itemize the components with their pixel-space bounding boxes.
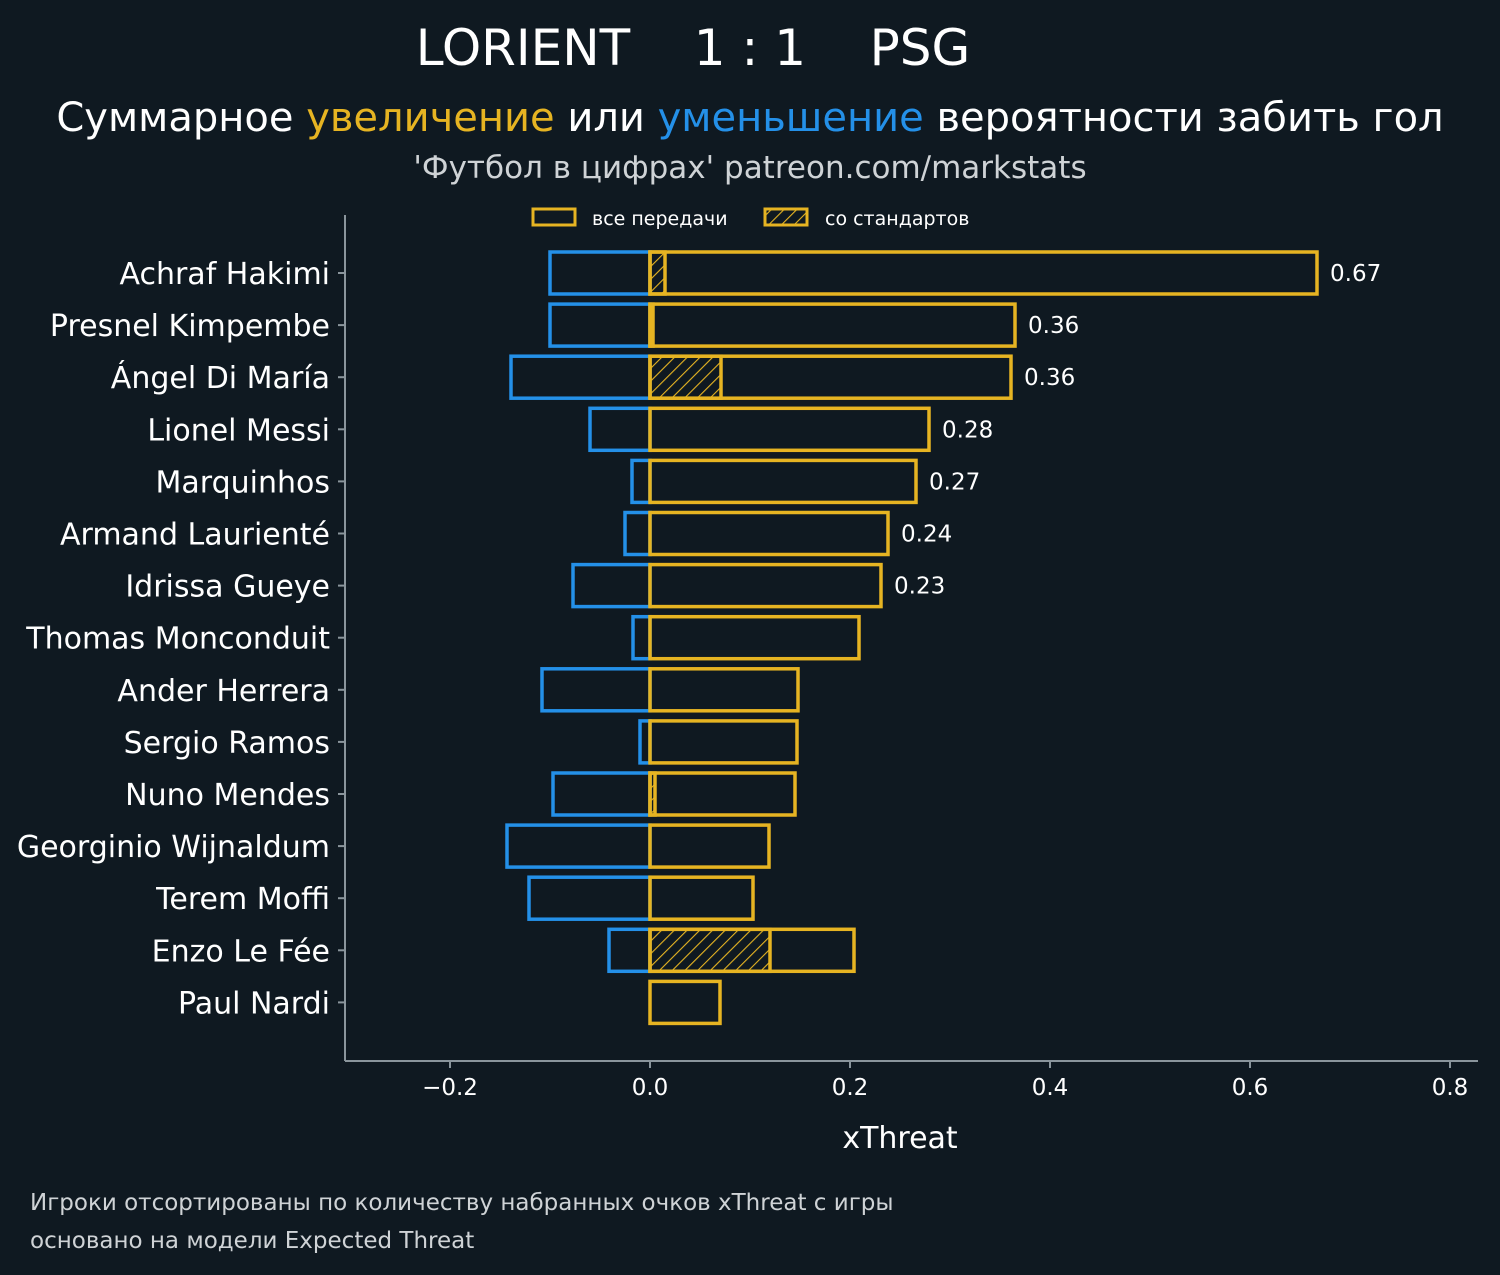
all-passes-bar bbox=[648, 823, 771, 869]
player-label: Terem Moffi bbox=[155, 882, 330, 917]
decrease-bar bbox=[588, 406, 652, 453]
all-passes-bar bbox=[648, 354, 1013, 400]
credit-text: 'Футбол в цифрах' patreon.com/markstats bbox=[413, 150, 1086, 186]
decrease-bar bbox=[540, 667, 652, 713]
player-label: Sergio Ramos bbox=[124, 726, 330, 761]
player-label: Ángel Di María bbox=[111, 360, 330, 396]
decrease-bar bbox=[607, 927, 652, 974]
all-passes-bar bbox=[648, 562, 883, 609]
player-label: Marquinhos bbox=[156, 465, 330, 500]
player-labels: Achraf Hakimi Presnel Kimpembe Ángel Di Ma… bbox=[17, 257, 330, 1021]
set-piece-bar bbox=[648, 354, 723, 400]
x-tick-label: −0.2 bbox=[422, 1075, 478, 1101]
player-label: Ander Herrera bbox=[117, 674, 330, 709]
x-tick-label: 0.0 bbox=[632, 1075, 669, 1101]
x-tick-label: 0.4 bbox=[1032, 1075, 1069, 1101]
all-passes-bar bbox=[648, 771, 797, 817]
all-passes-bar bbox=[648, 250, 1319, 296]
player-label: Georginio Wijnaldum bbox=[17, 830, 330, 865]
set-piece-bar bbox=[648, 927, 772, 974]
decrease-word: уменьшение bbox=[658, 95, 924, 141]
value-label: 0.67 bbox=[1330, 261, 1381, 287]
x-tick-label: 0.6 bbox=[1232, 1075, 1269, 1101]
decrease-bar bbox=[630, 458, 652, 505]
all-passes-bar bbox=[648, 614, 861, 661]
footnote-line2: основано на модели Expected Threat bbox=[30, 1228, 474, 1254]
all-passes-bar bbox=[648, 667, 800, 713]
match-title: LORIENT 1 : 1 PSG bbox=[416, 19, 971, 77]
legend-swatch-all-passes bbox=[531, 207, 577, 227]
value-label: 0.36 bbox=[1024, 365, 1075, 391]
player-label: Enzo Le Fée bbox=[152, 934, 330, 969]
all-passes-bar bbox=[648, 406, 931, 453]
player-label: Paul Nardi bbox=[178, 986, 330, 1021]
player-label: Presnel Kimpembe bbox=[50, 309, 330, 344]
footnote-line1: Игроки отсортированы по количеству набра… bbox=[30, 1190, 894, 1216]
player-label: Idrissa Gueye bbox=[125, 570, 330, 605]
value-label: 0.28 bbox=[942, 417, 993, 443]
player-label: Thomas Monconduit bbox=[25, 622, 330, 657]
all-passes-bar bbox=[648, 875, 755, 921]
player-label: Achraf Hakimi bbox=[119, 257, 330, 292]
set-piece-bar bbox=[648, 250, 667, 296]
decrease-bar bbox=[548, 302, 652, 348]
value-label: 0.23 bbox=[894, 574, 945, 600]
player-label: Lionel Messi bbox=[147, 413, 330, 448]
all-passes-bar bbox=[648, 302, 1017, 348]
decrease-bar bbox=[527, 875, 652, 921]
all-passes-bar bbox=[648, 979, 722, 1026]
decrease-bar bbox=[623, 510, 652, 557]
legend: все передачи со стандартов bbox=[531, 207, 969, 230]
player-label: Nuno Mendes bbox=[125, 778, 330, 813]
decrease-bar bbox=[505, 823, 652, 869]
all-passes-bar bbox=[648, 927, 856, 974]
decrease-bar bbox=[571, 562, 652, 609]
all-passes-bar bbox=[648, 719, 799, 765]
bars: 0.67 0.36 0.36 0.28 0.27 0.24 0.23 bbox=[505, 250, 1381, 1026]
axes: −0.2 0.0 0.2 0.4 0.6 0.8 bbox=[338, 215, 1478, 1101]
legend-label-set-pieces: со стандартов bbox=[825, 208, 969, 230]
decrease-bar bbox=[548, 250, 652, 296]
decrease-bar bbox=[551, 771, 652, 817]
x-tick-label: 0.2 bbox=[832, 1075, 869, 1101]
decrease-bar bbox=[509, 354, 652, 400]
increase-word: увеличение bbox=[306, 95, 554, 141]
all-passes-bar bbox=[648, 458, 918, 505]
x-axis-label: xThreat bbox=[842, 1121, 958, 1156]
player-label: Armand Laurienté bbox=[60, 518, 330, 553]
legend-swatch-set-pieces bbox=[763, 207, 809, 227]
chart-subtitle: Суммарное увеличение или уменьшение веро… bbox=[56, 95, 1443, 141]
value-label: 0.36 bbox=[1028, 313, 1079, 339]
decrease-bar bbox=[631, 614, 652, 661]
value-label: 0.24 bbox=[901, 522, 952, 548]
all-passes-bar bbox=[648, 510, 890, 557]
value-label: 0.27 bbox=[929, 469, 980, 495]
x-tick-label: 0.8 bbox=[1432, 1075, 1469, 1101]
legend-label-all-passes: все передачи bbox=[592, 208, 728, 230]
